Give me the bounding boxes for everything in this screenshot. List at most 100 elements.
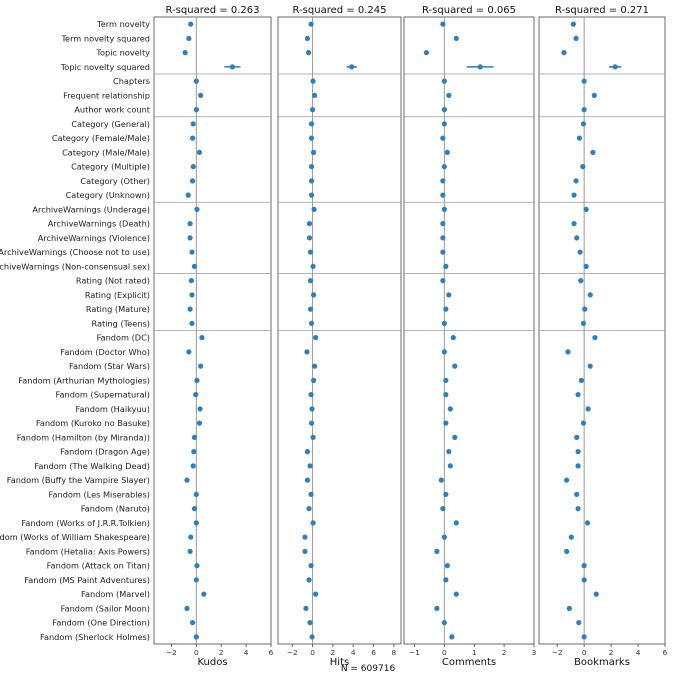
coefficient-point [574,491,580,497]
coefficient-point [573,178,579,184]
row-label: Frequent relationship [63,90,150,100]
coefficient-point [308,392,314,398]
x-tick-label: −2 [166,648,177,657]
coefficient-point [423,50,430,56]
coefficient-point [303,605,309,611]
coefficient-point [573,35,579,41]
row-label: Fandom (Sailor Moon) [61,603,150,613]
row-label: Rating (Teens) [91,318,150,328]
coefficient-point [568,534,574,540]
coefficient-point [308,420,315,426]
coefficient-point [581,634,587,640]
x-axis-label: Hits [330,657,349,668]
coefficient-point [190,121,196,127]
coefficient-point [441,620,447,626]
coefficient-point [193,491,199,497]
panel-bookmarks: −2 0 2 4 6 R-squared = 0.271 Bookmarks [538,5,668,668]
panels: −2 0 2 4 6 R-squared = 0.263 Kudos −2 0 2 4 6 8 R-squ… [153,5,668,668]
row-label: Term novelty [96,19,150,29]
row-label: Category (Multiple) [71,162,150,172]
coefficient-point [310,263,316,269]
coefficient-point [308,192,315,198]
coefficient-point [441,164,447,170]
coefficient-point [186,349,192,355]
x-tick-label: −1 [409,648,420,657]
coefficient-point [443,491,449,497]
coefficient-point [443,392,449,398]
coefficient-point [306,577,312,583]
coefficient-point [201,591,207,597]
coefficient-point [311,206,317,212]
coefficient-point [575,463,581,469]
coefficient-point [582,306,588,312]
coefficient-point [304,349,310,355]
coefficient-point [434,548,440,554]
coefficient-point [309,107,316,113]
coefficient-point [590,149,596,155]
coefficient-point [446,292,452,298]
panel-comments: −1 0 1 2 3 R-squared = 0.065 Comments [403,5,537,668]
x-tick-label: 4 [636,648,641,657]
coefficient-point [577,249,583,255]
coefficient-point [310,520,316,526]
coefficient-point [576,620,582,626]
coefficient-point [190,463,196,469]
coefficient-point [304,477,311,483]
coefficient-point [308,121,315,127]
coefficient-point [440,506,446,512]
coefficient-point [443,377,449,383]
coefficient-point [189,292,195,298]
coefficient-point [564,548,570,554]
row-label: Category (Female/Male) [52,133,150,143]
coefficient-point [198,363,204,369]
x-tick-label: 2 [502,648,507,657]
coefficient-point [452,363,458,369]
coefficient-point [310,149,317,155]
coefficient-point [440,135,446,141]
row-labels: Term novelty Term novelty squared Topic no… [0,19,151,642]
coefficient-point [452,434,458,440]
coefficient-point [593,591,599,597]
coefficient-point [450,335,456,341]
coefficient-point [184,605,190,611]
coefficient-point [193,520,199,526]
coefficient-point [453,520,459,526]
row-label: Category (Unknown) [66,190,150,200]
x-axis-label: Kudos [197,657,227,668]
coefficient-point [441,121,447,127]
row-label: ArchiveWarnings (Choose not to use) [0,247,150,257]
row-label: ArchiveWarnings (Non-consensual sex) [0,261,150,271]
coefficient-point [441,349,447,355]
row-label: Chapters [113,76,150,86]
coefficient-point [440,221,446,227]
coefficient-point [444,149,450,155]
x-tick-label: 8 [392,648,397,657]
coefficient-point [561,50,567,56]
row-label: Fandom (Kuroko no Basuke) [36,418,150,428]
panel-kudos: −2 0 2 4 6 R-squared = 0.263 Kudos [153,5,274,668]
row-label: Author work count [74,105,150,115]
coefficient-point [189,320,195,326]
panel-title: R-squared = 0.245 [293,5,387,16]
x-tick-label: −2 [287,648,298,657]
coefficient-point [302,534,308,540]
coefficient-point [307,306,314,312]
coefficient-point [189,178,196,184]
coefficient-point [187,548,193,554]
x-tick-label: 6 [269,648,274,657]
row-label: Fandom (Doctor Who) [60,347,150,357]
coefficient-point [447,406,453,412]
coefficient-point [583,263,589,269]
coefficient-point [309,634,315,640]
row-label: Fandom (Supernatural) [56,390,150,400]
row-label: Rating (Explicit) [85,290,150,300]
coefficient-point [313,591,319,597]
x-tick-label: 2 [219,648,224,657]
row-label: Category (Male/Male) [62,147,150,157]
row-label: Fandom (DC) [97,333,150,343]
coefficient-point [612,64,618,70]
row-label: Fandom (Les Miserables) [49,489,150,499]
row-label: Fandom (Arthurian Mythologies) [18,375,150,385]
row-label: Fandom (Attack on Titan) [47,561,150,571]
x-tick-label: 6 [371,648,376,657]
